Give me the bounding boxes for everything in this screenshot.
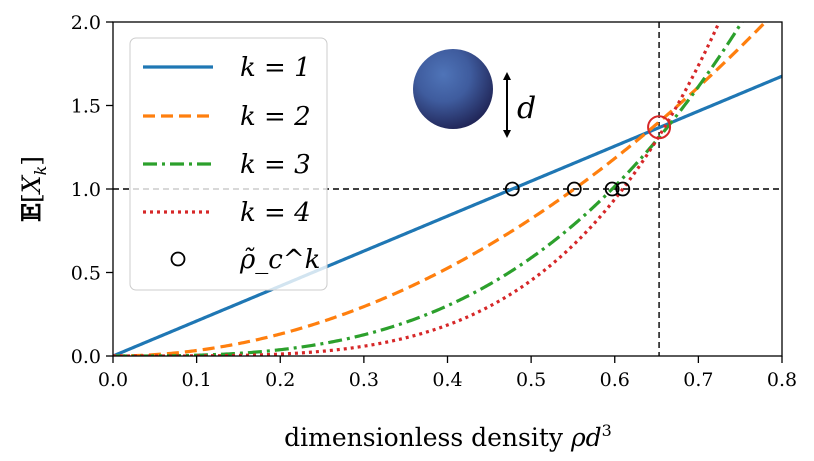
y-tick-label: 2.0 (71, 12, 101, 34)
y-tick-label: 0.0 (71, 346, 101, 368)
y-tick-label: 0.5 (71, 263, 101, 285)
legend-label-k1: k = 1 (240, 53, 311, 83)
legend-label-k2: k = 2 (240, 102, 311, 132)
legend-box (129, 37, 328, 291)
y-tick-label: 1.0 (71, 179, 101, 201)
x-axis-label: dimensionless density ρd3 (284, 421, 612, 452)
y-tick-label: 1.5 (71, 96, 101, 118)
x-tick-label: 0.6 (600, 369, 630, 391)
critical-point-markers (504, 115, 672, 197)
critical-point-3 (604, 181, 620, 197)
x-tick-label: 0.0 (98, 369, 128, 391)
x-tick-label: 0.1 (182, 369, 212, 391)
y-axis-label: 𝔼[Xk] (17, 156, 50, 222)
x-tick-label: 0.2 (265, 369, 295, 391)
x-tick-label: 0.7 (683, 369, 713, 391)
diameter-label: d (517, 91, 536, 126)
series-curves (113, 22, 782, 356)
critical-point-4 (615, 181, 631, 197)
legend-label-critical: ρ̃_c^k (239, 245, 320, 275)
sphere-annotation: d (413, 49, 536, 138)
legend-marker-critical (170, 251, 186, 267)
x-tick-label: 0.3 (349, 369, 379, 391)
y-axis-ticks: 0.0 0.5 1.0 1.5 2.0 (71, 12, 113, 368)
series-line-k3 (113, 22, 744, 356)
x-axis-ticks: 0.0 0.1 0.2 0.3 0.4 0.5 0.6 0.7 0.8 (98, 356, 797, 391)
series-line-k4 (113, 22, 721, 356)
intersection-marker (647, 115, 672, 140)
sphere-icon (413, 49, 493, 129)
legend-label-k4: k = 4 (240, 198, 311, 228)
critical-point-2 (566, 181, 582, 197)
legend: k = 1 k = 2 k = 3 k = 4 ρ̃_c^k (129, 37, 328, 291)
legend-label-k3: k = 3 (240, 150, 311, 180)
x-tick-label: 0.4 (432, 369, 462, 391)
x-tick-label: 0.5 (516, 369, 546, 391)
critical-point-1 (504, 181, 520, 197)
series-line-k2 (113, 22, 768, 356)
x-tick-label: 0.8 (767, 369, 797, 391)
